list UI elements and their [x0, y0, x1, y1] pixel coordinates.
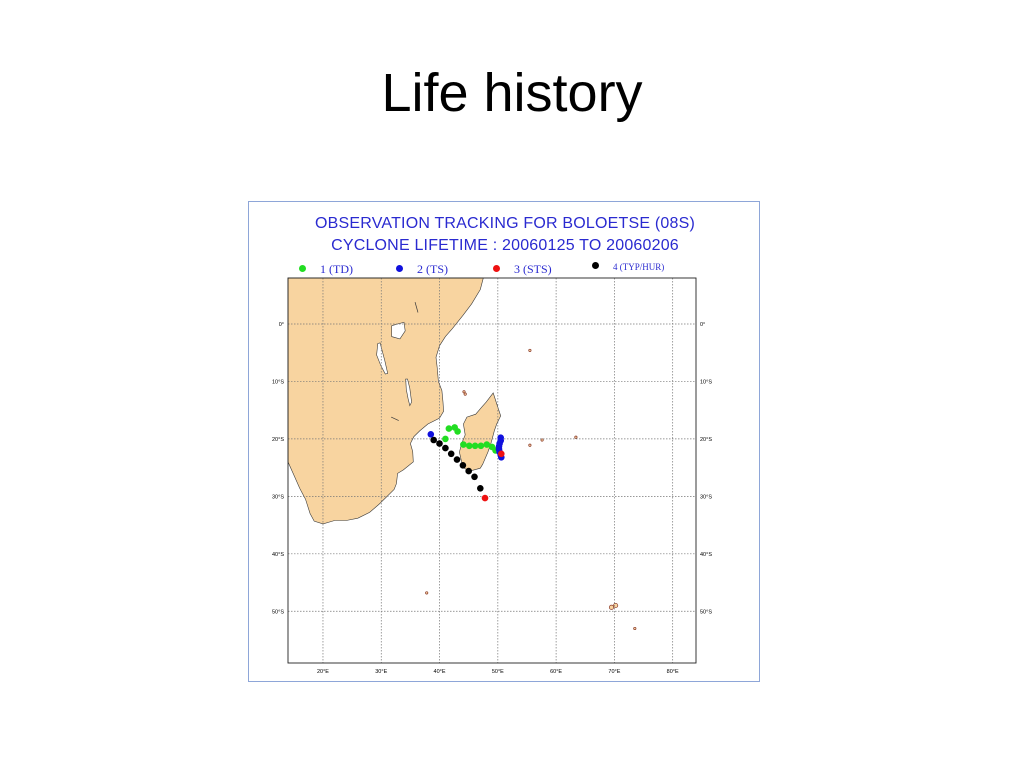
y-tick-label-right: 40°S [700, 552, 712, 558]
x-tick-label: 40°E [434, 669, 446, 675]
legend-marker-td [299, 265, 306, 272]
track-point-1 [483, 441, 491, 448]
track-point-1 [466, 442, 473, 450]
legend-label-sts: 3 (STS) [514, 262, 552, 276]
chart-title: OBSERVATION TRACKING FOR BOLOETSE (08S) [314, 215, 696, 232]
track-point-4 [447, 450, 455, 458]
y-tick-label-left: 0° [279, 322, 284, 328]
x-tick-label: 80°E [667, 669, 679, 675]
x-tick-label: 50°E [492, 669, 504, 675]
track-point-4 [471, 473, 478, 481]
island-marker [463, 392, 467, 396]
legend-item-typ-hur: 4 (TYP/HUR) [592, 262, 664, 272]
y-tick-label-left: 30°S [272, 494, 284, 500]
y-tick-label-right: 50°S [700, 609, 712, 615]
africa-landmass [287, 277, 484, 525]
cyclone-track-figure: OBSERVATION TRACKING FOR BOLOETSE (08S) … [248, 201, 760, 682]
chart-legend: 1 (TD) 2 (TS) 3 (STS) 4 (TYP/HUR) [249, 262, 761, 278]
x-tick-label: 20°E [317, 669, 329, 675]
track-point-4 [436, 440, 443, 447]
legend-label-td: 1 (TD) [320, 262, 353, 276]
track-point-1 [477, 442, 485, 450]
track-point-1 [454, 428, 461, 435]
lake-victoria [391, 321, 406, 340]
track-point-3 [498, 450, 505, 458]
legend-item-ts: 2 (TS) [396, 262, 448, 277]
island-marker [608, 604, 615, 610]
track-point-4 [465, 467, 472, 475]
island-marker [574, 435, 578, 439]
plot-frame [287, 277, 697, 664]
legend-item-td: 1 (TD) [299, 262, 353, 277]
island-marker [540, 438, 544, 442]
track-point-4 [430, 436, 437, 444]
lake-malawi [405, 378, 412, 407]
track-map: 20°E 30°E 40°E 50°E 60°E 70°E 80°E 0° 0° 10°S 10°S… [272, 277, 712, 675]
legend-marker-sts [493, 265, 500, 272]
y-tick-label-right: 20°S [700, 437, 712, 443]
island-marker [613, 602, 619, 609]
legend-item-sts: 3 (STS) [493, 262, 552, 277]
track-point-4 [453, 456, 461, 463]
track-point-2 [427, 431, 435, 438]
x-tick-label: 30°E [375, 669, 387, 675]
island-marker [528, 348, 532, 352]
madagascar-landmass [459, 392, 502, 472]
track-point-1 [442, 435, 449, 443]
x-tick-label: 60°E [550, 669, 562, 675]
lake-tanganyika [376, 342, 389, 375]
track-point-1 [471, 442, 479, 450]
slide-title: Life history [381, 63, 643, 123]
island-marker [633, 626, 637, 631]
track-point-1 [460, 441, 467, 448]
y-tick-label-left: 50°S [272, 609, 284, 615]
y-tick-label-left: 20°S [272, 437, 284, 443]
island-marker [425, 591, 429, 595]
legend-label-ts: 2 (TS) [417, 262, 448, 276]
island-marker [462, 390, 466, 394]
y-tick-label-right: 10°S [700, 379, 712, 385]
track-point-4 [477, 485, 484, 492]
track-point-4 [442, 444, 449, 452]
lake-turkana [414, 302, 419, 313]
track-point-3 [481, 494, 489, 502]
track-point-4 [459, 462, 467, 469]
y-tick-label-left: 40°S [272, 552, 284, 558]
lake-kariba [391, 416, 399, 421]
legend-marker-typ-hur [592, 262, 599, 269]
x-tick-label: 70°E [608, 669, 620, 675]
legend-marker-ts [396, 265, 403, 272]
track-point-1 [445, 425, 453, 432]
y-tick-label-right: 30°S [700, 494, 712, 500]
chart-subtitle: CYCLONE LIFETIME : 20060125 TO 20060206 [331, 237, 679, 254]
y-tick-label-left: 10°S [272, 379, 284, 385]
island-marker [528, 443, 532, 447]
legend-label-typ-hur: 4 (TYP/HUR) [613, 262, 665, 272]
y-tick-label-right: 0° [700, 322, 705, 328]
